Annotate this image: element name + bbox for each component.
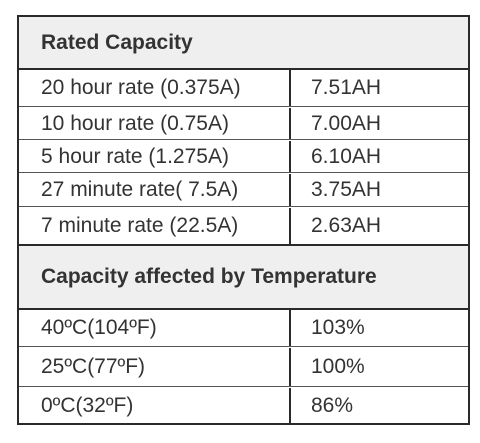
row-label: 20 hour rate (0.375A)	[19, 70, 291, 106]
row-value: 7.51AH	[311, 76, 382, 99]
row-label: 0ºC(32ºF)	[19, 388, 291, 423]
table-row: 40ºC(104ºF) 103%	[19, 310, 468, 346]
table-row: 25ºC(77ºF) 100%	[19, 348, 468, 386]
table-row: 7 minute rate (22.5A) 2.63AH	[19, 208, 468, 244]
section-title: Rated Capacity	[41, 30, 193, 54]
divider	[19, 139, 468, 140]
capacity-spec-table: Rated Capacity 20 hour rate (0.375A) 7.5…	[17, 15, 470, 425]
section-header-temperature: Capacity affected by Temperature	[19, 246, 468, 308]
row-label: 10 hour rate (0.75A)	[19, 108, 291, 139]
table-border-top	[19, 15, 468, 17]
row-label: 40ºC(104ºF)	[19, 310, 291, 346]
divider	[19, 244, 468, 246]
divider	[19, 308, 468, 310]
row-value: 3.75AH	[311, 178, 382, 201]
table-row: 20 hour rate (0.375A) 7.51AH	[19, 70, 468, 106]
table-row: 27 minute rate( 7.5A) 3.75AH	[19, 174, 468, 206]
row-value: 100%	[311, 355, 365, 378]
section-title: Capacity affected by Temperature	[41, 265, 377, 288]
divider	[19, 386, 468, 387]
row-label: 5 hour rate (1.275A)	[19, 141, 291, 172]
divider	[19, 206, 468, 207]
row-label: 27 minute rate( 7.5A)	[19, 174, 291, 206]
row-label: 25ºC(77ºF)	[19, 348, 291, 386]
table-row: 10 hour rate (0.75A) 7.00AH	[19, 108, 468, 139]
row-value: 6.10AH	[311, 144, 382, 168]
divider	[19, 172, 468, 173]
row-value: 7.00AH	[311, 111, 382, 135]
section-header-rated-capacity: Rated Capacity	[19, 17, 468, 68]
divider	[19, 68, 468, 70]
row-value: 103%	[311, 316, 365, 339]
row-label: 7 minute rate (22.5A)	[19, 208, 291, 244]
table-row: 0ºC(32ºF) 86%	[19, 388, 468, 423]
divider	[19, 346, 468, 347]
table-row: 5 hour rate (1.275A) 6.10AH	[19, 141, 468, 172]
row-value: 86%	[311, 393, 354, 417]
divider	[19, 106, 468, 107]
row-value: 2.63AH	[311, 214, 382, 237]
table-border-bottom	[19, 423, 468, 425]
